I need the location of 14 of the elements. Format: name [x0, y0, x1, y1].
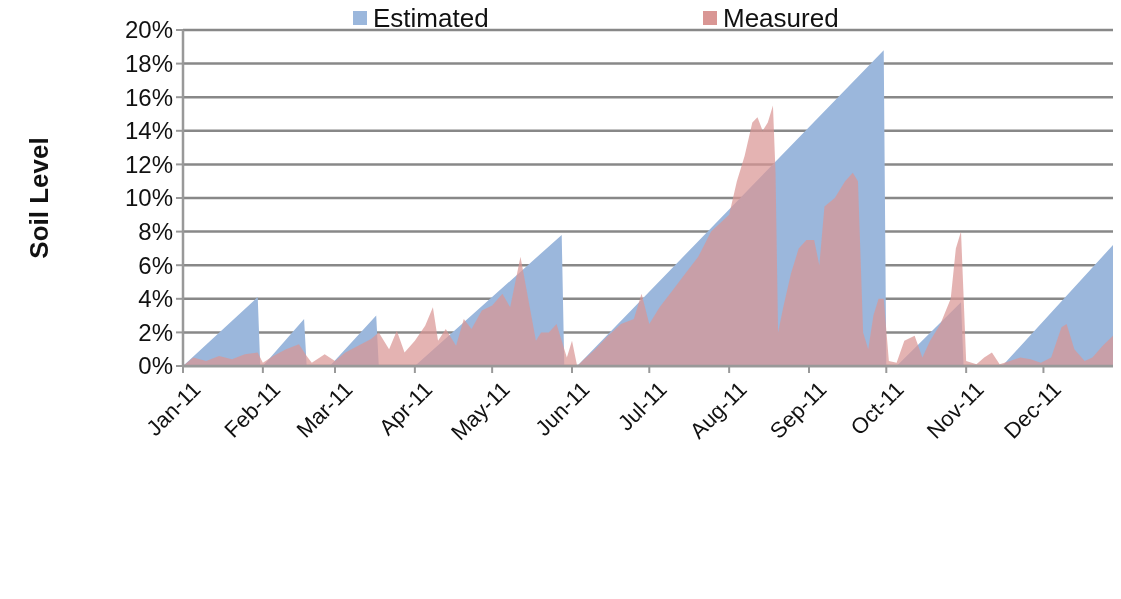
legend-label: Estimated [373, 3, 489, 34]
y-tick-label: 14% [124, 117, 173, 145]
y-tick-label: 0% [138, 352, 173, 380]
y-tick-label: 16% [124, 83, 173, 111]
y-tick-label: 2% [138, 318, 173, 346]
y-tick-label: 12% [124, 150, 173, 178]
y-tick-label: 6% [138, 251, 173, 279]
y-tick-label: 4% [138, 285, 173, 313]
y-tick-label: 20% [124, 16, 173, 44]
y-axis-title: Soil Level [24, 137, 54, 259]
y-tick-label: 8% [138, 218, 173, 245]
y-tick-label: 10% [124, 184, 173, 212]
legend-label: Measured [723, 3, 839, 34]
y-tick-label: 18% [124, 50, 173, 77]
